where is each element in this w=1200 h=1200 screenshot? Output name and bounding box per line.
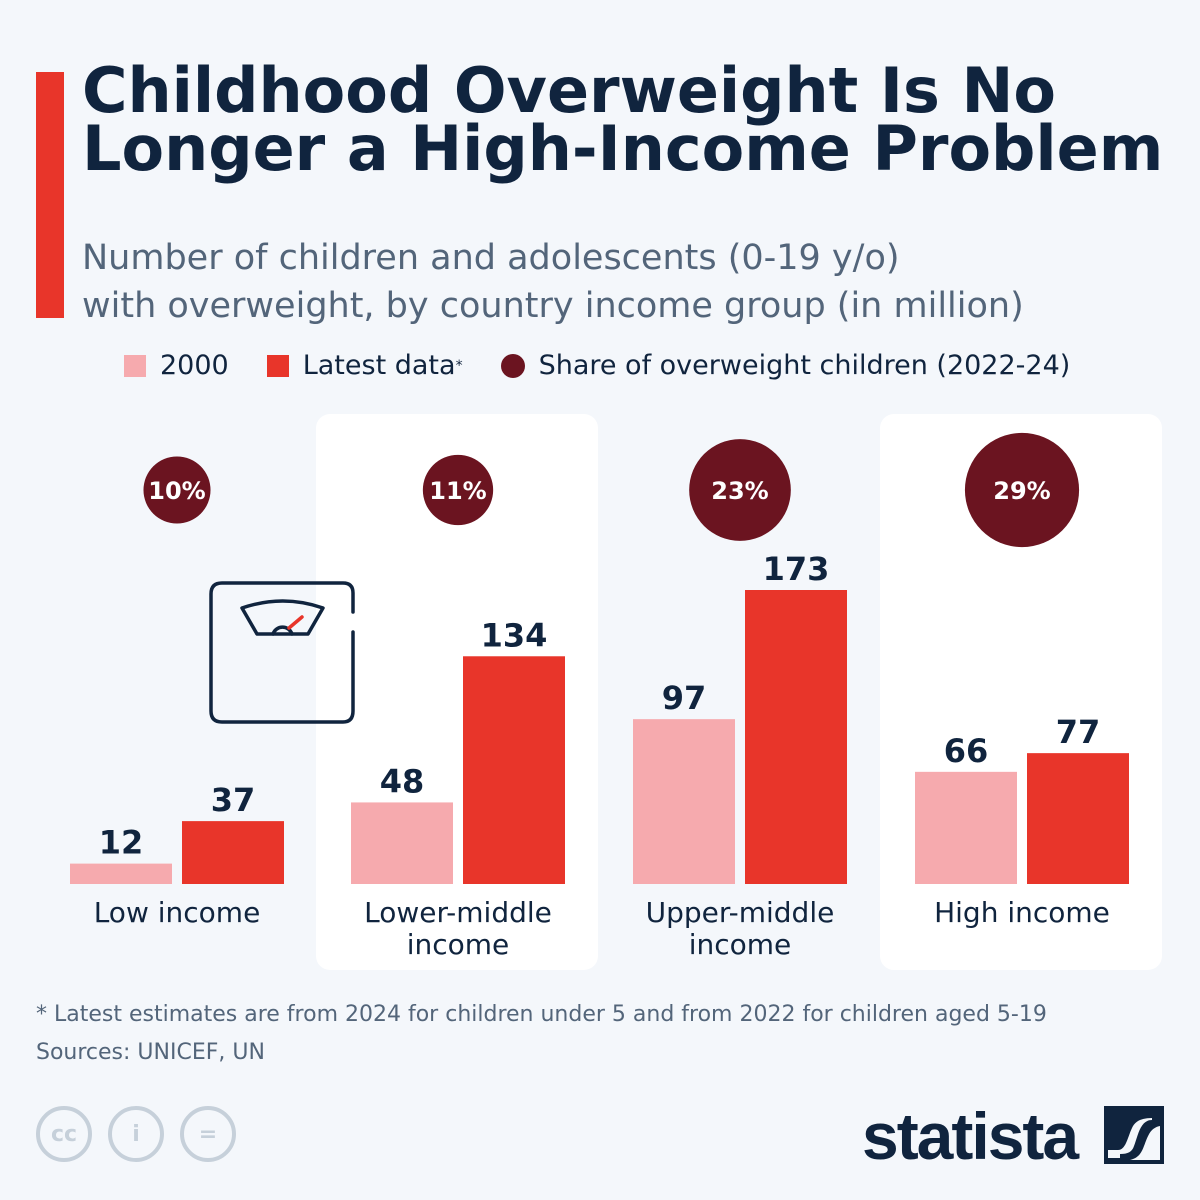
statista-logo-mark: [1104, 1106, 1164, 1164]
legend-swatch: [266, 354, 289, 377]
subtitle-line: with overweight, by country income group…: [82, 286, 1024, 326]
chart-title: Childhood Overweight Is No Longer a High…: [82, 54, 1164, 185]
legend-swatch: [500, 353, 525, 378]
bar-2000: [915, 771, 1017, 884]
data-label: 77: [1056, 713, 1101, 751]
legend-item-latest: Latest data *: [266, 350, 463, 381]
footnote: * Latest estimates are from 2024 for chi…: [36, 1002, 1047, 1027]
legend: 2000 Latest data * Share of overweight ch…: [124, 350, 1108, 381]
category-label: High income: [934, 896, 1110, 929]
data-label: 173: [763, 550, 830, 588]
legend-swatch: [124, 354, 146, 377]
share-bubble: [689, 439, 791, 541]
bar-2000: [633, 719, 735, 884]
data-label: 37: [211, 781, 256, 819]
subtitle-line: Number of children and adolescents (0-19…: [82, 238, 900, 278]
legend-label: 2000: [160, 350, 229, 381]
share-bubble: [143, 456, 211, 524]
data-label: 134: [481, 616, 548, 654]
data-label: 12: [99, 824, 144, 862]
data-label: 66: [944, 732, 989, 770]
share-label: 23%: [711, 477, 768, 505]
legend-item-share: Share of overweight children (2022-24): [500, 350, 1071, 381]
share-label: 10%: [148, 477, 205, 505]
legend-label: Share of overweight children (2022-24): [538, 350, 1071, 381]
share-bubble: [422, 454, 494, 526]
share-label: 29%: [993, 477, 1050, 505]
statista-logo: statista: [862, 1099, 1079, 1173]
chart-subtitle: Number of children and adolescents (0-19…: [82, 234, 1182, 330]
cc-icon: cc: [36, 1106, 92, 1162]
bar-latest: [745, 590, 847, 884]
bar-latest: [463, 656, 565, 884]
category-label: income: [689, 928, 792, 961]
bar-latest: [182, 821, 284, 884]
category-label: Low income: [94, 896, 261, 929]
category-label: Lower-middle: [364, 896, 552, 929]
data-label: 97: [662, 679, 707, 717]
share-bubble: [964, 432, 1080, 548]
category-label: income: [407, 928, 510, 961]
sources: Sources: UNICEF, UN: [36, 1040, 265, 1065]
data-label: 48: [380, 762, 425, 800]
attribution-icon: i: [108, 1106, 164, 1162]
share-label: 11%: [429, 477, 486, 505]
legend-item-2000: 2000: [124, 350, 229, 381]
category-label: Upper-middle: [646, 896, 835, 929]
footnote-marker: *: [455, 357, 463, 374]
accent-bar: [36, 72, 64, 318]
legend-label: Latest data: [302, 350, 456, 381]
bar-2000: [351, 802, 453, 884]
no-derivatives-icon: =: [180, 1106, 236, 1162]
scale-icon: [209, 581, 355, 724]
bar-latest: [1027, 753, 1129, 884]
bar-2000: [70, 863, 172, 884]
